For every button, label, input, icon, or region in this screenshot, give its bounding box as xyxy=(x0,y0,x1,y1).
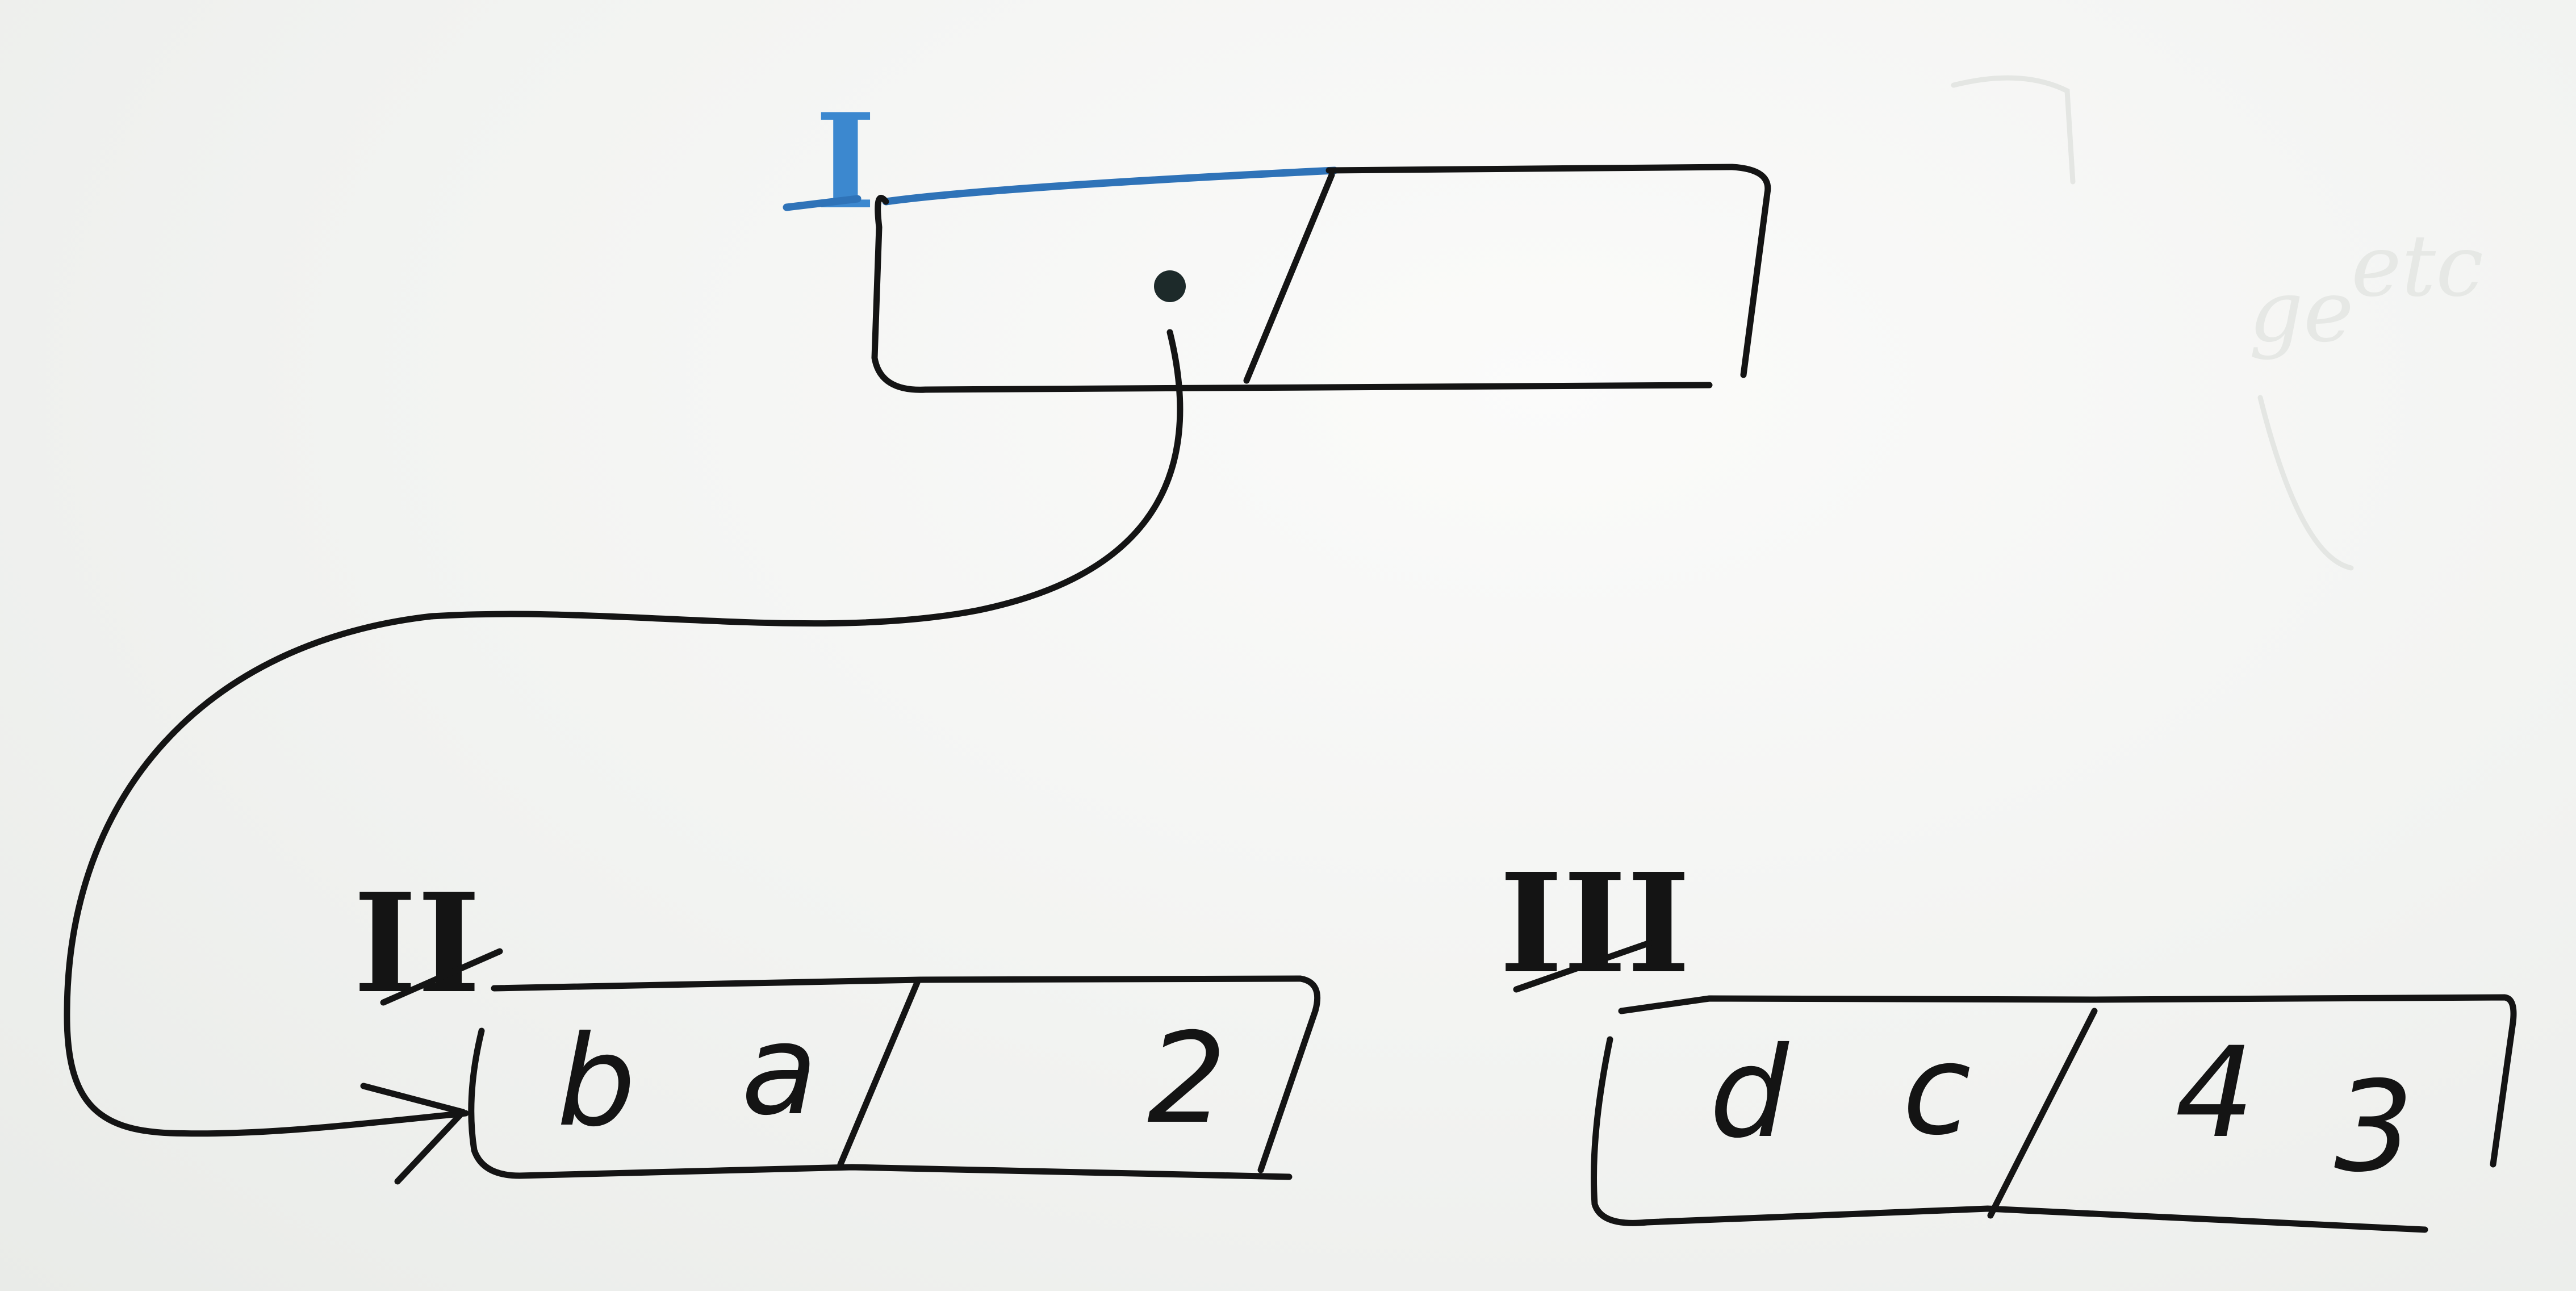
node-3-box xyxy=(1591,994,2517,1233)
node-1: I xyxy=(783,85,1771,393)
node-3-label-underline xyxy=(1513,939,1653,993)
node-3-left-key: d xyxy=(1709,1020,1789,1165)
node-1-pointer-dot xyxy=(1154,270,1186,302)
node-1-label: I xyxy=(815,85,876,239)
erased-marks: ge etc xyxy=(1951,75,2483,571)
node-3-right-key: 3 xyxy=(2334,1054,2414,1200)
node-2-right-key: 2 xyxy=(1147,1006,1227,1151)
node-3-label: III xyxy=(1499,843,1691,1004)
node-2: II b a 2 xyxy=(353,863,1321,1180)
node-2-label-underline xyxy=(380,948,503,1006)
node-1-box xyxy=(871,164,1771,393)
pointer-arrow xyxy=(64,329,1184,1185)
node-3-right-key: 4 xyxy=(2175,1020,2255,1165)
node-2-left-key: a xyxy=(741,997,818,1143)
node-3-left-key: c xyxy=(1902,1017,1971,1163)
svg-text:etc: etc xyxy=(2351,217,2483,316)
node-1-label-underline xyxy=(783,195,862,211)
node-2-box xyxy=(468,975,1321,1180)
node-3: III d c 4 3 xyxy=(1499,843,2517,1233)
node-2-left-key: b xyxy=(557,1009,636,1154)
svg-text:ge: ge xyxy=(2249,262,2354,361)
node-2-label: II xyxy=(353,863,481,1023)
